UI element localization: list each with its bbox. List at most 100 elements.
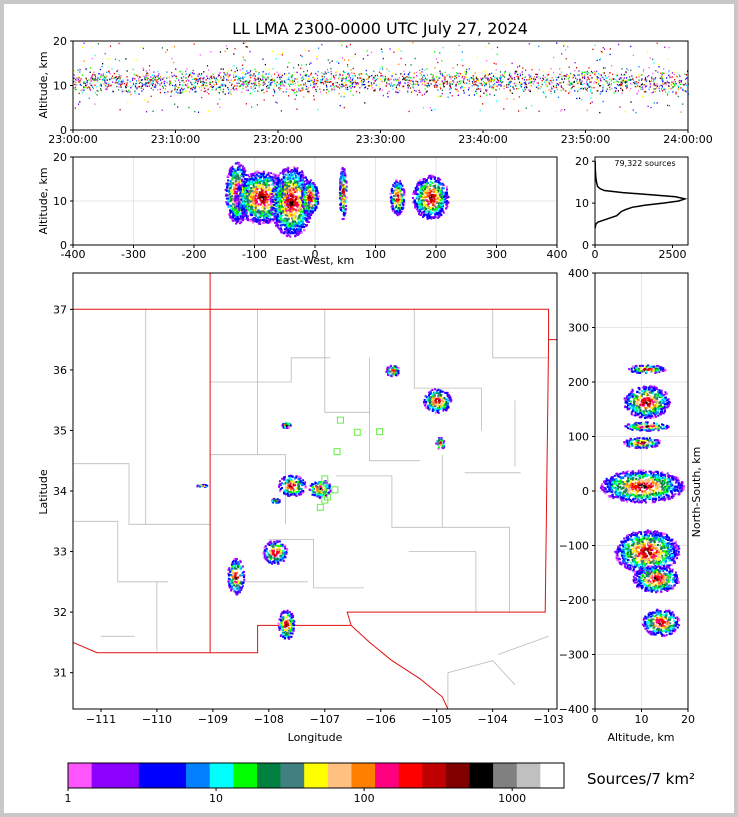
time-height-source — [137, 78, 140, 80]
east-west-source — [242, 216, 245, 219]
east-west-source — [272, 220, 275, 223]
time-height-source — [545, 83, 547, 86]
east-west-source — [277, 215, 280, 218]
east-west-source — [234, 175, 237, 178]
time-height-source — [475, 77, 477, 79]
time-height-source — [670, 88, 672, 90]
time-height-source — [341, 86, 343, 88]
time-height-source — [179, 84, 181, 86]
east-west-source — [273, 184, 276, 186]
time-height-source — [253, 73, 255, 75]
time-height-source — [229, 81, 231, 84]
time-height-source — [651, 91, 653, 94]
time-height-source — [141, 90, 143, 92]
east-west-source — [226, 203, 229, 206]
time-height-source — [272, 95, 274, 97]
time-height-source — [427, 84, 430, 86]
time-height-source — [343, 78, 345, 80]
east-west-source — [277, 176, 280, 179]
east-west-source — [237, 205, 240, 208]
time-height-source — [239, 79, 241, 82]
time-height-source — [393, 51, 395, 53]
time-height-source — [104, 53, 106, 55]
time-height-source — [292, 83, 294, 85]
time-height-source — [613, 81, 615, 84]
time-height-source — [434, 108, 436, 111]
time-height-source — [219, 72, 221, 74]
east-west-source — [269, 188, 272, 191]
east-west-source — [282, 170, 285, 173]
time-height-source — [164, 88, 166, 90]
time-height-source — [381, 80, 383, 83]
time-height-source — [452, 80, 454, 82]
time-height-source — [246, 46, 249, 48]
east-west-source — [234, 204, 237, 207]
east-west-source — [247, 194, 250, 197]
time-height-source — [234, 76, 237, 78]
east-west-source — [240, 197, 243, 200]
time-height-source — [518, 78, 520, 80]
time-height-source — [492, 87, 494, 90]
east-west-source — [290, 174, 293, 177]
time-height-source — [591, 86, 593, 89]
time-height-source — [409, 77, 412, 79]
time-height-source — [140, 79, 142, 81]
time-height-source — [411, 84, 413, 86]
time-height-source — [239, 85, 241, 87]
time-height-source — [495, 100, 497, 102]
time-height-source — [435, 81, 437, 84]
east-west-source — [300, 214, 303, 217]
time-height-source — [307, 87, 309, 89]
east-west-source — [264, 191, 267, 194]
time-height-source — [581, 99, 583, 101]
time-height-source — [477, 85, 479, 87]
time-height-source — [586, 84, 588, 87]
time-height-ticks: 23:00:00 23:10:00 23:20:00 23:30:00 23:40:00… — [48, 35, 712, 146]
time-height-source — [175, 68, 177, 70]
east-west-source — [250, 192, 253, 195]
time-height-source — [552, 71, 555, 74]
time-height-source — [273, 88, 275, 91]
time-height-source — [626, 85, 628, 87]
time-height-source — [648, 75, 650, 77]
time-height-source — [654, 78, 656, 80]
east-west-source — [227, 189, 230, 192]
time-height-source — [395, 73, 397, 75]
east-west-source — [294, 187, 297, 190]
time-height-source — [192, 78, 194, 81]
east-west-source — [242, 175, 245, 178]
time-height-source — [504, 76, 506, 78]
time-height-source — [146, 111, 148, 113]
time-height-source — [639, 85, 641, 88]
time-height-source — [516, 76, 518, 78]
east-west-source — [300, 219, 303, 222]
time-height-source — [493, 94, 496, 96]
time-height-source — [680, 81, 682, 83]
time-height-source — [550, 90, 552, 92]
time-height-source — [208, 78, 210, 80]
time-height-source — [408, 110, 410, 113]
time-height-source — [433, 80, 435, 82]
time-height-source — [279, 76, 281, 78]
east-west-source — [231, 219, 234, 222]
time-height-source — [345, 84, 347, 86]
time-height-source — [419, 69, 421, 72]
time-height-source — [670, 77, 672, 79]
time-height-source — [388, 79, 390, 81]
time-height-source — [387, 92, 389, 94]
east-west-source — [268, 212, 271, 214]
time-height-source — [531, 104, 533, 107]
time-height-source — [562, 81, 565, 83]
east-west-source — [289, 232, 292, 235]
time-height-source — [237, 82, 239, 84]
time-height-source — [634, 85, 636, 88]
time-height-source — [437, 89, 439, 91]
time-height-source — [294, 88, 296, 90]
time-height-source — [242, 84, 244, 87]
time-height-source — [508, 81, 510, 83]
time-height-source — [194, 81, 197, 83]
time-height-source — [378, 86, 380, 88]
time-height-source — [341, 42, 343, 44]
east-west-source — [306, 219, 309, 222]
time-height-source — [192, 69, 194, 72]
